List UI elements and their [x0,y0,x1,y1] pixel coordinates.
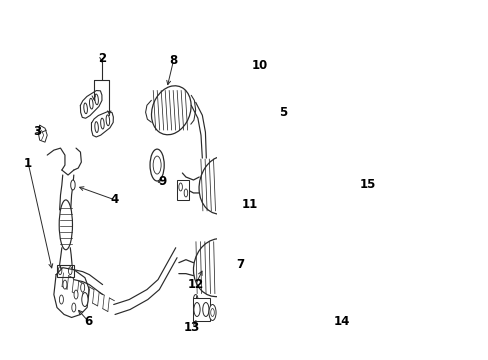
Circle shape [314,282,317,288]
Ellipse shape [59,200,72,250]
Circle shape [150,149,164,181]
Circle shape [179,183,182,191]
Circle shape [72,303,76,312]
Bar [192,298,210,321]
Circle shape [208,305,216,320]
Text: 9: 9 [158,175,166,189]
Ellipse shape [382,248,388,292]
Text: 8: 8 [169,54,177,67]
Circle shape [59,295,63,304]
Ellipse shape [89,98,93,109]
Text: 7: 7 [235,258,244,271]
Circle shape [333,182,335,188]
Bar [177,180,189,200]
Ellipse shape [95,122,98,132]
Text: 2: 2 [98,52,105,65]
Circle shape [194,302,200,316]
Ellipse shape [83,103,87,114]
Circle shape [81,293,88,306]
Ellipse shape [95,94,98,105]
Ellipse shape [106,115,109,126]
Bar [331,178,340,192]
Circle shape [234,87,241,103]
Ellipse shape [101,118,104,129]
Text: 15: 15 [359,179,375,192]
Text: 14: 14 [333,315,349,328]
Bar [57,265,74,276]
Circle shape [336,182,339,188]
Text: 1: 1 [24,157,32,170]
Circle shape [184,189,187,197]
Text: 12: 12 [187,278,203,291]
Ellipse shape [321,248,326,292]
Text: 6: 6 [84,315,92,328]
Circle shape [312,278,319,292]
Text: 13: 13 [183,321,200,334]
Circle shape [74,290,78,299]
Text: 3: 3 [33,125,41,138]
Text: 11: 11 [241,198,257,211]
Circle shape [153,156,161,174]
Circle shape [231,80,244,110]
Circle shape [68,267,72,275]
Circle shape [71,180,75,190]
Circle shape [203,302,208,316]
Bar [324,248,386,292]
Text: 5: 5 [279,106,287,119]
Circle shape [58,267,61,275]
Text: 4: 4 [111,193,119,206]
Ellipse shape [151,86,191,135]
Circle shape [210,309,214,316]
Circle shape [193,294,198,305]
Ellipse shape [199,156,245,214]
Circle shape [63,280,67,289]
Circle shape [81,283,84,292]
Text: 10: 10 [251,59,267,72]
Ellipse shape [193,239,242,297]
